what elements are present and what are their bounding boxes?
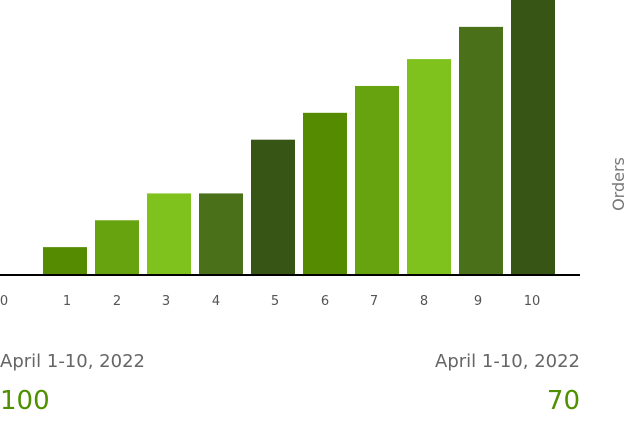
x-tick-label-1: 1 (63, 294, 71, 309)
x-tick-label-8: 8 (420, 294, 428, 309)
bar-5 (251, 139, 295, 274)
bar-8 (407, 59, 451, 274)
x-tick-label-0: 0 (0, 294, 8, 309)
x-tick-label-3: 3 (162, 294, 170, 309)
x-tick-label-9: 9 (474, 294, 482, 309)
x-tick-label-7: 7 (370, 294, 378, 309)
bar-7 (355, 85, 399, 274)
right-total-value: 70 (546, 386, 580, 416)
x-tick-labels: 0 1 2 3 4 5 6 7 8 9 10 (0, 294, 540, 309)
y-axis-title: Orders (609, 157, 628, 211)
x-tick-label-4: 4 (212, 294, 220, 309)
left-total-value: 100 (0, 386, 50, 416)
left-period-label: April 1-10, 2022 (0, 351, 145, 372)
x-tick-label-10: 10 (524, 294, 541, 309)
x-tick-label-5: 5 (271, 294, 279, 309)
bars-group (43, 0, 555, 274)
bar-3 (147, 193, 191, 274)
bar-2 (95, 220, 139, 274)
bar-6 (303, 112, 347, 274)
bar-4 (199, 193, 243, 274)
bar-9 (459, 26, 503, 274)
x-tick-label-6: 6 (321, 294, 329, 309)
bar-10 (511, 0, 555, 274)
bar-1 (43, 247, 87, 274)
x-tick-label-2: 2 (113, 294, 121, 309)
right-period-label: April 1-10, 2022 (435, 351, 580, 372)
